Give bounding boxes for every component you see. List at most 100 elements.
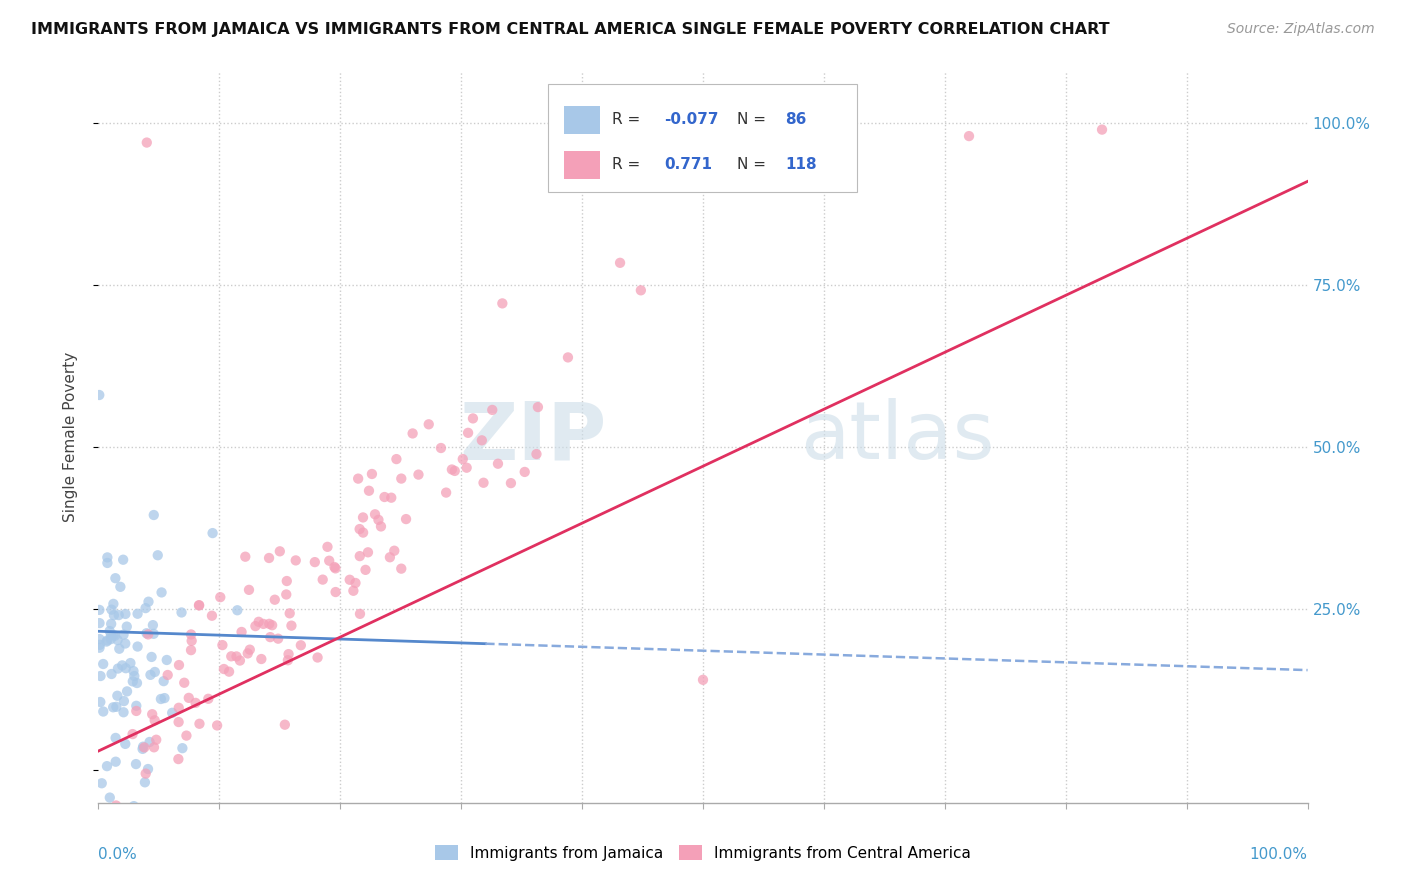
Point [184, 696, 207, 710]
Point [89, 632, 111, 646]
Point [274, 717, 297, 731]
Point [135, 136, 157, 150]
Point [145, 732, 167, 747]
Point [115, 684, 138, 698]
Point [98, 790, 121, 805]
Point [111, 658, 134, 673]
Point [100, 632, 122, 647]
FancyBboxPatch shape [564, 106, 600, 134]
Text: Source: ZipAtlas.com: Source: ZipAtlas.com [1227, 22, 1375, 37]
Text: N =: N = [737, 158, 770, 172]
Point [127, 640, 149, 654]
Point [267, 632, 290, 646]
Point [257, 616, 280, 631]
Point [104, 571, 127, 585]
Point [160, 706, 183, 720]
Point [349, 522, 371, 536]
Point [276, 587, 298, 601]
Point [112, 694, 135, 708]
Point [630, 283, 652, 297]
Point [280, 618, 302, 632]
Point [197, 691, 219, 706]
Point [277, 653, 299, 667]
Point [440, 462, 463, 476]
Point [226, 603, 249, 617]
Text: N =: N = [737, 112, 770, 128]
Point [318, 554, 340, 568]
Point [434, 485, 457, 500]
Point [284, 553, 307, 567]
Point [135, 626, 157, 640]
Point [609, 256, 631, 270]
Point [357, 483, 380, 498]
Point [146, 548, 169, 562]
Point [316, 540, 339, 554]
Point [218, 665, 240, 679]
Point [122, 664, 145, 678]
Point [236, 647, 259, 661]
Point [349, 607, 371, 621]
Point [104, 629, 127, 643]
Point [692, 673, 714, 687]
Point [91, 657, 114, 671]
Point [114, 636, 136, 650]
Point [135, 766, 157, 780]
Point [136, 627, 159, 641]
Point [139, 668, 162, 682]
Text: ZIP: ZIP [458, 398, 606, 476]
Point [143, 714, 166, 728]
Point [124, 669, 146, 683]
Point [167, 700, 190, 714]
Point [96, 550, 118, 565]
Point [104, 755, 127, 769]
Point [127, 607, 149, 621]
Point [89, 616, 111, 631]
Point [122, 799, 145, 814]
Point [231, 624, 253, 639]
Point [209, 590, 232, 604]
Point [277, 647, 299, 661]
Point [105, 699, 128, 714]
Point [180, 643, 202, 657]
Point [354, 563, 377, 577]
Point [201, 608, 224, 623]
Point [201, 526, 224, 541]
Point [481, 403, 503, 417]
Point [121, 727, 143, 741]
Point [135, 601, 157, 615]
Point [276, 574, 298, 588]
Text: 118: 118 [785, 158, 817, 172]
Point [370, 519, 392, 533]
Point [89, 669, 111, 683]
Point [143, 740, 166, 755]
Point [269, 544, 291, 558]
Point [170, 606, 193, 620]
Point [91, 705, 114, 719]
Point [205, 718, 228, 732]
Point [349, 549, 371, 563]
Point [173, 675, 195, 690]
Point [461, 411, 484, 425]
Point [100, 667, 122, 681]
Point [120, 656, 142, 670]
Point [103, 802, 125, 816]
Point [180, 627, 202, 641]
Point [89, 388, 111, 402]
Point [342, 583, 364, 598]
Y-axis label: Single Female Poverty: Single Female Poverty [63, 352, 77, 522]
Text: -0.077: -0.077 [664, 112, 718, 128]
Point [262, 618, 284, 632]
Legend: Immigrants from Jamaica, Immigrants from Central America: Immigrants from Jamaica, Immigrants from… [436, 846, 970, 861]
Point [125, 757, 148, 772]
Point [136, 762, 159, 776]
Point [364, 508, 387, 522]
Point [104, 731, 127, 745]
Point [389, 562, 412, 576]
Point [142, 627, 165, 641]
Point [172, 741, 194, 756]
Point [89, 640, 111, 655]
Point [96, 556, 118, 570]
Point [107, 633, 129, 648]
Point [239, 642, 262, 657]
Point [138, 735, 160, 749]
